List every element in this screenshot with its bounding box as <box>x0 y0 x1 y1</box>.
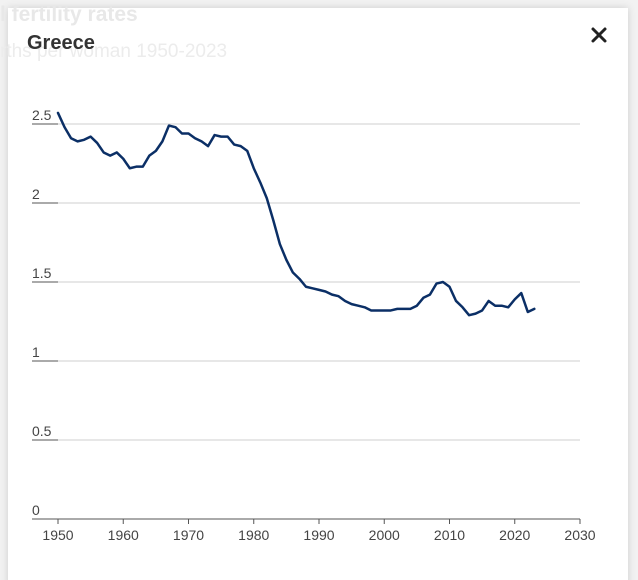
y-tick-label: 1 <box>32 344 40 360</box>
y-tick-label: 0 <box>32 502 40 518</box>
y-tick-label: 0.5 <box>32 423 52 439</box>
x-tick-label: 2000 <box>369 527 400 543</box>
line <box>56 111 536 317</box>
close-icon[interactable] <box>591 27 607 43</box>
modal <box>8 8 628 580</box>
x-tick-label: 1980 <box>238 527 269 543</box>
chart-title: Greece <box>27 32 95 54</box>
y-tick-label: 2.5 <box>32 107 52 123</box>
y-tick-label: 1.5 <box>32 265 52 281</box>
background-subtitle: rths per woman 1950-2023 <box>0 41 227 62</box>
x-tick-label: 2010 <box>434 527 465 543</box>
y-tick-label: 2 <box>32 186 40 202</box>
x-tick-label: 1960 <box>108 527 139 543</box>
close-button[interactable] <box>591 27 607 43</box>
x-tick-label: 1950 <box>42 527 73 543</box>
x-tick-label: 2020 <box>499 527 530 543</box>
background-title: l fertility rates <box>0 3 138 26</box>
x-tick-label: 1990 <box>303 527 334 543</box>
x-tick-label: 1970 <box>173 527 204 543</box>
x-tick-label: 2030 <box>564 527 595 543</box>
